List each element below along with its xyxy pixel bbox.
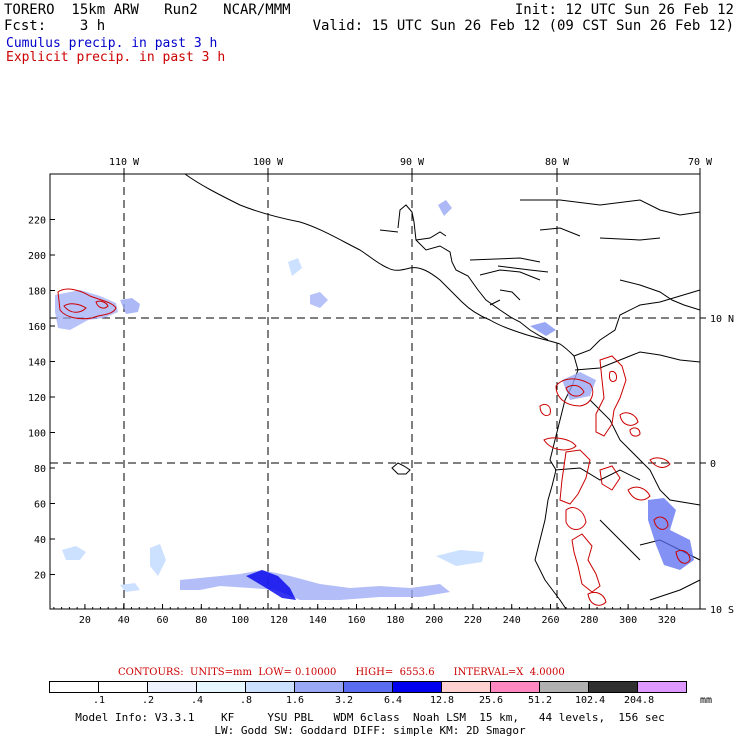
x-tick-label: 140	[309, 615, 327, 626]
y-tick-label: 40	[34, 535, 46, 546]
colorbar-segment	[588, 681, 638, 693]
colorbar-segment	[196, 681, 246, 693]
contour-info: CONTOURS: UNITS=mm LOW= 0.10000 HIGH= 65…	[118, 667, 565, 678]
y-tick-label: 160	[28, 322, 46, 333]
brazil-border	[589, 399, 701, 506]
borders-central-america	[469, 257, 541, 281]
colorbar-segment	[490, 681, 540, 693]
colorbar-label: .4	[190, 695, 204, 706]
lat-lon-grid	[50, 174, 700, 609]
lat-label: 0	[710, 459, 716, 470]
colorbar-segment	[49, 681, 99, 693]
lat-label: 10 S	[710, 605, 734, 616]
lon-label: 110 W	[109, 157, 140, 168]
colorbar-label: 51.2	[527, 695, 553, 706]
y-axis: 20 40 60 80 100 120 140 160 180 200 220	[28, 216, 55, 582]
colorbar-segment	[441, 681, 491, 693]
inner-borders	[489, 265, 549, 306]
x-tick-label: 200	[425, 615, 443, 626]
colorbar-segment	[392, 681, 442, 693]
gulf-coast	[379, 229, 447, 241]
legend-explicit: Explicit precip. in past 3 h	[6, 50, 226, 65]
cuba-hispaniola	[539, 227, 661, 241]
colorbar-segment	[343, 681, 393, 693]
header-valid-time: Valid: 15 UTC Sun 26 Feb 12 (09 CST Sun …	[312, 18, 734, 34]
explicit-precip-contours	[57, 288, 691, 606]
x-tick-label: 300	[619, 615, 637, 626]
legend-cumulus: Cumulus precip. in past 3 h	[6, 36, 218, 51]
colorbar-segment	[294, 681, 344, 693]
lon-label: 90 W	[400, 157, 425, 168]
y-tick-label: 120	[28, 393, 46, 404]
peru-ecuador-borders	[554, 467, 641, 561]
precip-map: 20 40 60 80 100 120 140 160 180 200 220 240 260 280 30…	[28, 157, 734, 626]
lon-label: 80 W	[545, 157, 570, 168]
colorbar-label: 1.6	[285, 695, 305, 706]
colorbar-label: 102.4	[575, 695, 606, 706]
lon-label: 100 W	[253, 157, 284, 168]
yucatan-coast	[397, 204, 549, 341]
y-tick-label: 60	[34, 500, 46, 511]
lat-label: 10 N	[710, 314, 734, 325]
colorbar-label: 204.8	[624, 695, 655, 706]
colombia-caribbean-coast	[573, 289, 701, 357]
x-tick-label: 220	[464, 615, 482, 626]
galapagos-islands	[391, 462, 411, 475]
y-tick-label: 180	[28, 287, 46, 298]
x-tick-label: 280	[580, 615, 598, 626]
x-tick-label: 180	[386, 615, 404, 626]
y-tick-label: 100	[28, 429, 46, 440]
x-tick-label: 320	[658, 615, 676, 626]
y-tick-label: 80	[34, 464, 46, 475]
colorbar-label: 12.8	[429, 695, 455, 706]
y-tick-label: 140	[28, 358, 46, 369]
coastlines	[184, 173, 701, 610]
colorbar-label: 3.2	[334, 695, 354, 706]
footer-model-info: Model Info: V3.3.1 KF YSU PBL WDM 6class…	[75, 711, 665, 724]
longitude-labels: 110 W 100 W 90 W 80 W 70 W	[109, 157, 713, 174]
y-tick-label: 200	[28, 251, 46, 262]
x-axis: 20 40 60 80 100 120 140 160 180 200 220 240 260 280 30…	[53, 604, 683, 626]
header-forecast-hour: Fcst: 3 h	[4, 18, 106, 34]
x-tick-label: 120	[270, 615, 288, 626]
precip-colorbar	[49, 681, 687, 693]
colorbar-unit: mm	[700, 695, 713, 706]
venezuela-coast	[619, 279, 701, 311]
colorbar-label: 25.6	[478, 695, 504, 706]
x-tick-label: 240	[503, 615, 521, 626]
central-america-pacific-coast	[184, 173, 575, 357]
caribbean-islands	[520, 199, 701, 216]
x-tick-label: 160	[347, 615, 365, 626]
x-tick-label: 260	[541, 615, 559, 626]
colorbar-label: .2	[141, 695, 155, 706]
x-tick-label: 100	[231, 615, 249, 626]
latitude-labels: 10 N 0 10 S	[700, 314, 734, 616]
colorbar-segment	[637, 681, 687, 693]
y-tick-label: 20	[34, 571, 46, 582]
x-tick-label: 20	[79, 615, 91, 626]
x-tick-label: 40	[118, 615, 130, 626]
colorbar-label: .8	[239, 695, 253, 706]
colorbar-segment	[539, 681, 589, 693]
x-tick-label: 80	[195, 615, 207, 626]
header-title: TORERO 15km ARW Run2 NCAR/MMM	[4, 2, 291, 18]
header-init-time: Init: 12 UTC Sun 26 Feb 12	[514, 2, 734, 18]
colorbar-segment	[245, 681, 295, 693]
colorbar-segment	[147, 681, 197, 693]
map-frame	[49, 173, 701, 610]
lon-label: 70 W	[688, 157, 713, 168]
colorbar-label: 6.4	[383, 695, 403, 706]
colombia-venezuela-border	[574, 351, 701, 371]
y-tick-label: 220	[28, 216, 46, 227]
footer-physics-info: LW: Godd SW: Goddard DIFF: simple KM: 2D…	[214, 724, 526, 737]
x-tick-label: 60	[156, 615, 168, 626]
colorbar-label: .1	[92, 695, 106, 706]
colorbar-segment	[98, 681, 148, 693]
